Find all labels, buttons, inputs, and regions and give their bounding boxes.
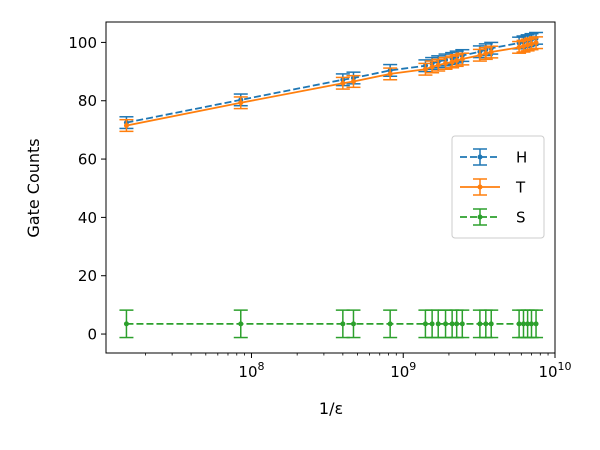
legend-label: T (515, 179, 526, 197)
y-tick-label: 0 (87, 326, 97, 344)
data-point (525, 42, 531, 48)
data-point (435, 321, 441, 327)
data-point (520, 43, 526, 49)
data-point (238, 100, 244, 106)
data-point (387, 321, 393, 327)
data-point (340, 321, 346, 327)
data-point (435, 62, 441, 68)
data-point (350, 78, 356, 84)
data-point (443, 321, 449, 327)
data-point (449, 59, 455, 65)
y-tick-label: 80 (78, 92, 97, 110)
data-point (123, 123, 129, 129)
legend-label: S (516, 209, 526, 227)
legend-label: H (516, 149, 527, 167)
x-tick-label: 109 (390, 360, 416, 381)
x-tick-label: 108 (238, 360, 264, 381)
legend-marker (477, 214, 483, 220)
data-point (459, 56, 465, 62)
x-axis-label: 1/ε (319, 399, 343, 418)
plot-layer (119, 31, 544, 339)
data-point (516, 321, 522, 327)
legend-marker (477, 154, 483, 160)
y-tick-label: 100 (68, 34, 97, 52)
data-point (483, 321, 489, 327)
legend-marker (477, 184, 483, 190)
y-tick-label: 40 (78, 209, 97, 227)
data-point (516, 44, 522, 50)
data-point (238, 321, 244, 327)
data-point (387, 71, 393, 77)
data-point (459, 321, 465, 327)
series-line (126, 37, 537, 124)
y-tick-label: 20 (78, 267, 97, 285)
y-axis-label: Gate Counts (24, 138, 43, 237)
data-point (422, 321, 428, 327)
data-point (488, 49, 494, 55)
data-point (477, 52, 483, 58)
data-point (350, 321, 356, 327)
data-point (483, 50, 489, 56)
data-point (525, 321, 531, 327)
data-point (449, 321, 455, 327)
legend: HTS (451, 135, 545, 239)
y-tick-label: 60 (78, 151, 97, 169)
data-point (422, 66, 428, 72)
data-point (488, 321, 494, 327)
data-point (528, 321, 534, 327)
x-tick-label: 1010 (538, 360, 571, 381)
data-point (520, 321, 526, 327)
data-point (443, 60, 449, 66)
data-point (454, 57, 460, 63)
data-point (123, 321, 129, 327)
data-point (454, 321, 460, 327)
axes: 0 20 40 60 80 100 108 109 1010 (68, 34, 571, 381)
data-point (340, 80, 346, 86)
plot-frame (105, 21, 556, 354)
series-line (126, 41, 537, 127)
data-point (477, 321, 483, 327)
data-point (528, 41, 534, 47)
data-point (533, 321, 539, 327)
series-T (119, 36, 544, 133)
series-S (119, 309, 544, 339)
data-point (533, 40, 539, 46)
data-point (429, 321, 435, 327)
data-point (429, 64, 435, 70)
